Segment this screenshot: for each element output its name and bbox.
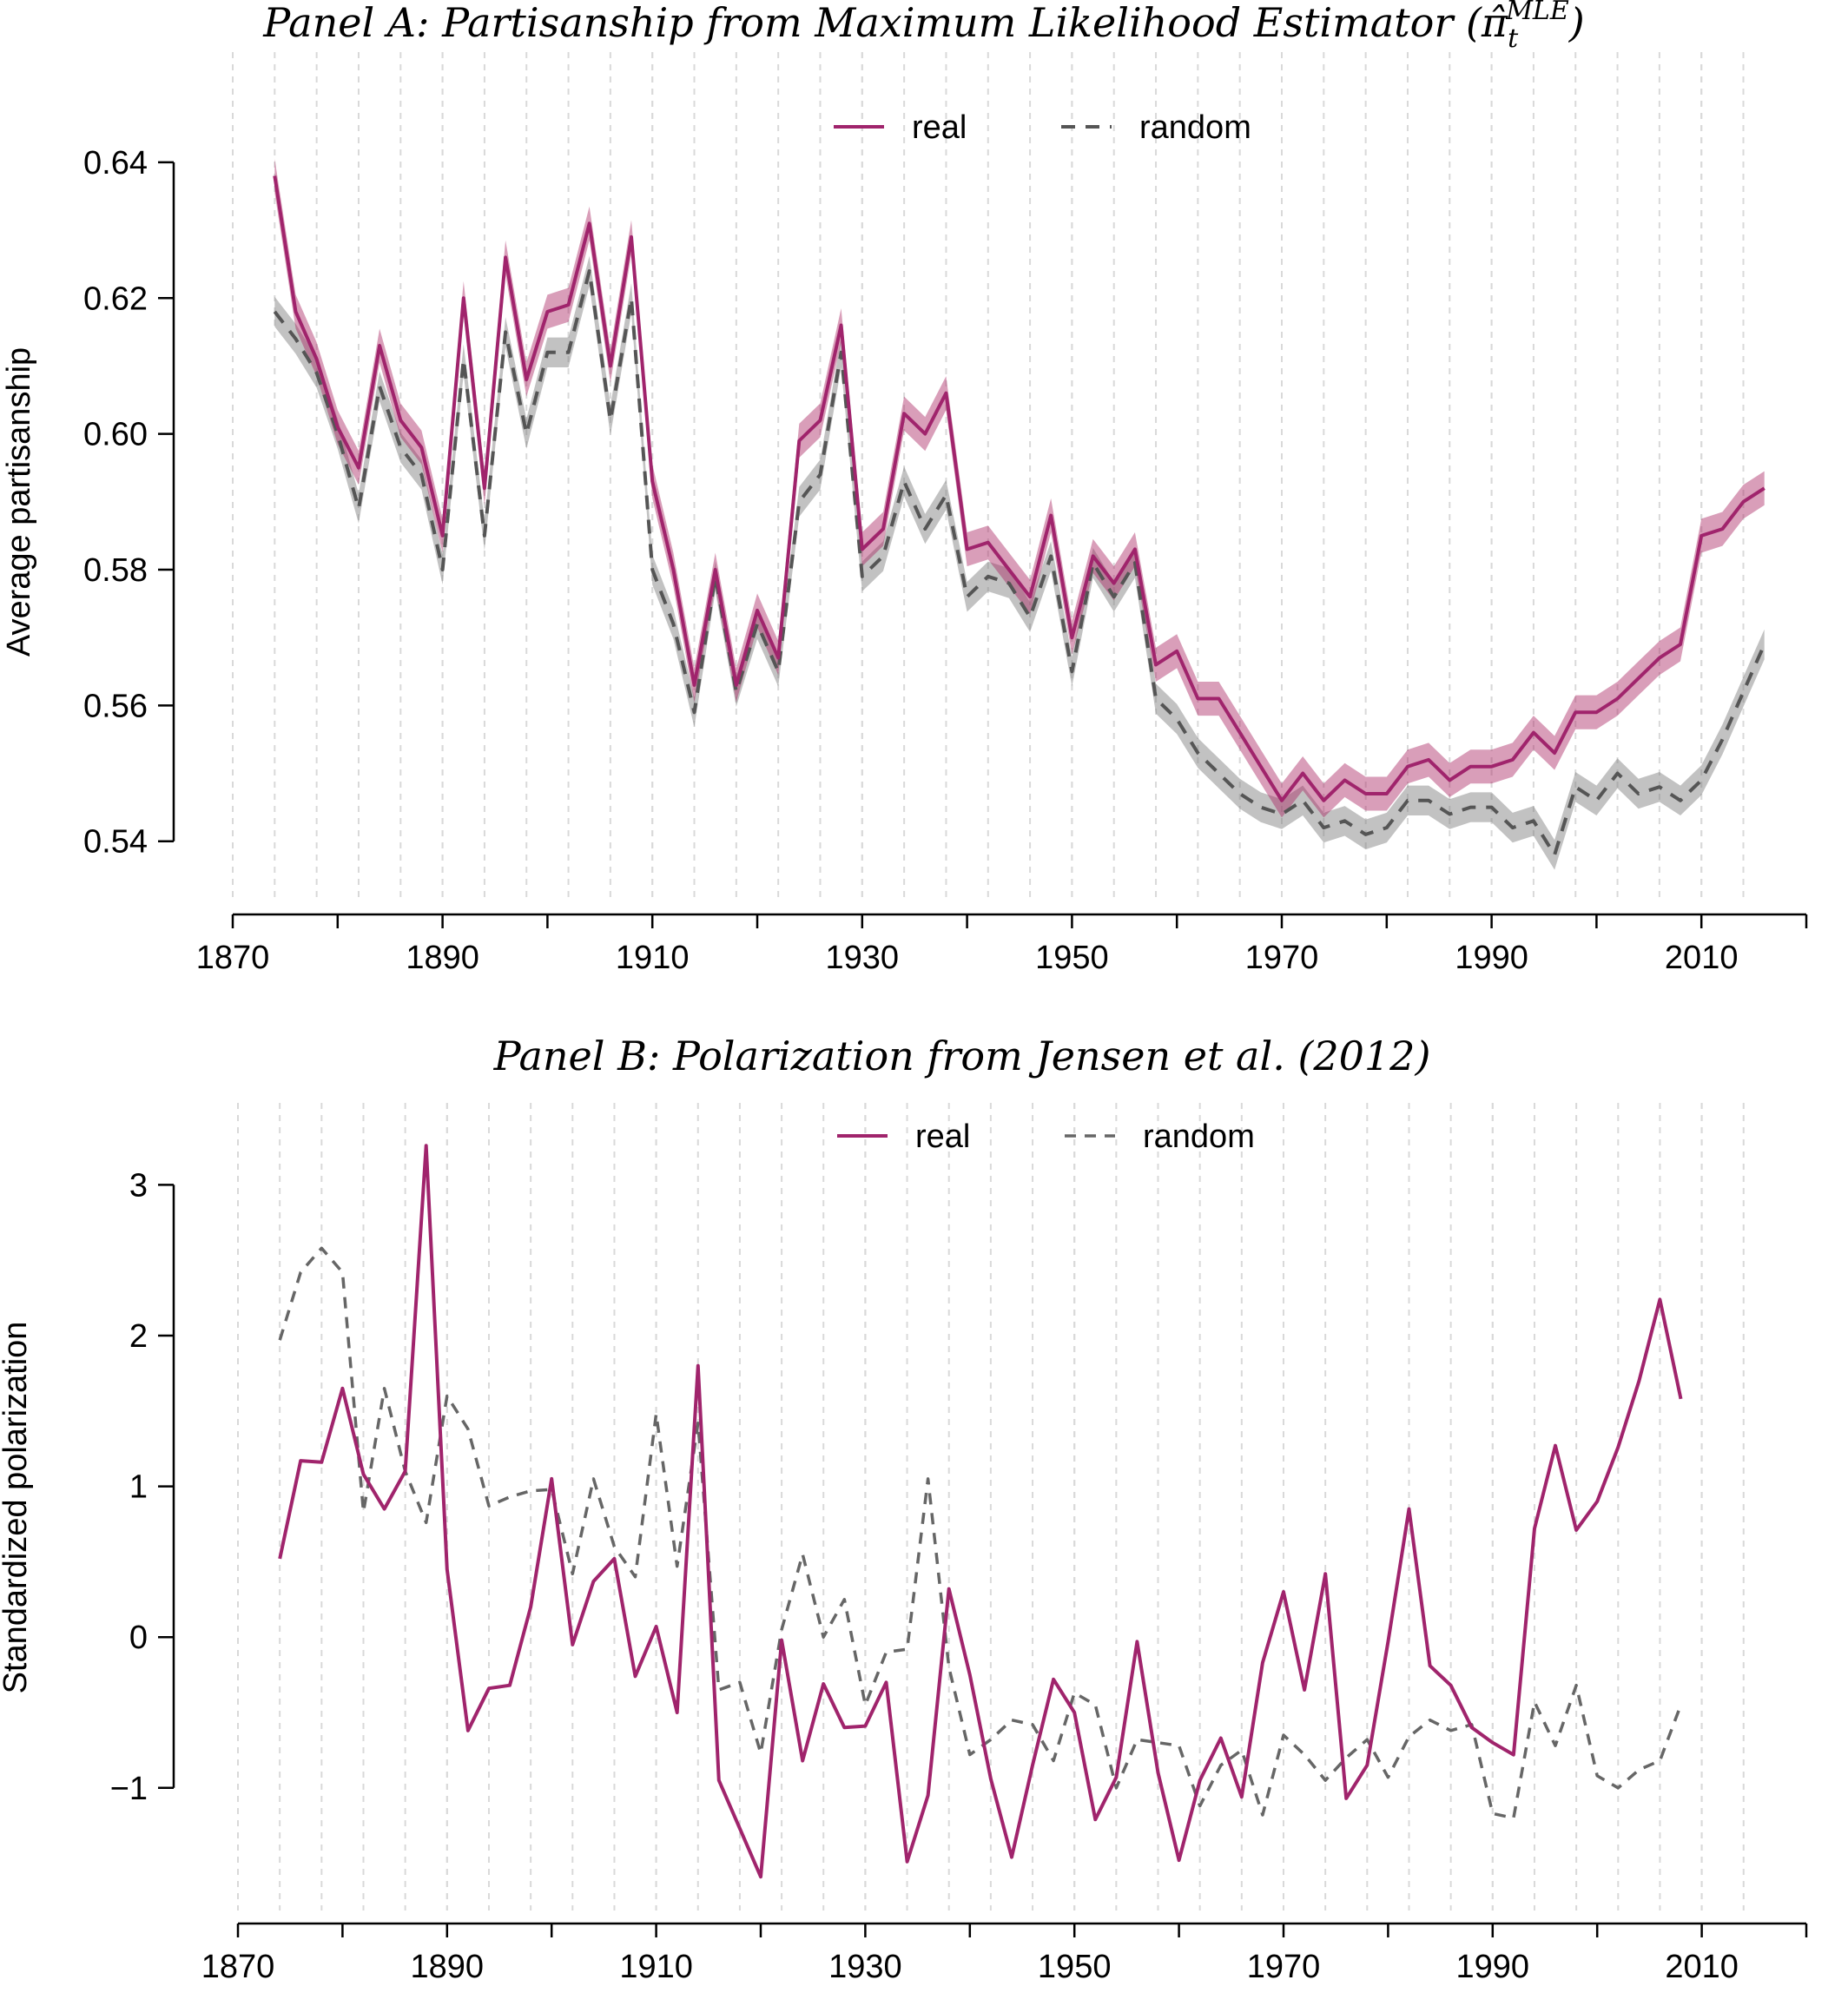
series-line-real — [278, 1144, 1683, 1879]
panel-b-title: Panel B: Polarization from Jensen et al.… — [493, 1033, 1431, 1079]
y-tick-label: 0.58 — [83, 552, 148, 589]
panel-b-legend: real random — [837, 1119, 1255, 1155]
x-tick-label: 1930 — [826, 940, 900, 976]
panel-b: Panel B: Polarization from Jensen et al.… — [0, 1033, 1808, 1985]
y-tick-label: 3 — [129, 1167, 148, 1204]
y-tick-label: 0.62 — [83, 280, 148, 317]
x-tick-label: 1970 — [1247, 1949, 1321, 1985]
panel-a-confidence-bands — [274, 159, 1765, 870]
x-tick-label: 2010 — [1665, 940, 1739, 976]
panel-b-axes: 1870 1890 1910 1930 1950 1970 1990 2010 −1 0 1 2 3 — [110, 1167, 1808, 1985]
x-tick-label: 1910 — [616, 940, 690, 976]
legend-random-label: random — [1139, 109, 1251, 146]
panel-a-axes: 1870 1890 1910 1930 1950 1970 1990 2010 0.54 0.56… — [83, 145, 1808, 976]
x-tick-label: 1870 — [196, 940, 270, 976]
panel-b-y-axis-label: Standardized polarization — [0, 1322, 34, 1694]
x-tick-label: 1990 — [1456, 1949, 1530, 1985]
panel-a: Panel A: Partisanship from Maximum Likel… — [1, 0, 1808, 976]
x-tick-label: 1890 — [406, 940, 479, 976]
series-line-random — [278, 1246, 1683, 1820]
x-tick-label: 2010 — [1665, 1949, 1739, 1985]
x-tick-label: 1950 — [1035, 940, 1109, 976]
x-tick-label: 1990 — [1455, 940, 1528, 976]
y-tick-label: 0.60 — [83, 417, 148, 453]
series-line-random — [273, 269, 1766, 857]
y-tick-label: 1 — [129, 1469, 148, 1506]
panel-a-y-axis-label: Average partisanship — [1, 347, 37, 657]
y-tick-label: 0.54 — [83, 824, 148, 861]
panel-a-gridlines — [232, 52, 1745, 903]
x-tick-label: 1910 — [619, 1949, 693, 1985]
panel-a-title: Panel A: Partisanship from Maximum Likel… — [262, 0, 1584, 54]
y-tick-label: 0.56 — [83, 688, 148, 724]
confidence-band-real — [274, 159, 1765, 818]
x-tick-label: 1930 — [828, 1949, 902, 1985]
x-tick-label: 1970 — [1245, 940, 1319, 976]
series-line-real — [273, 175, 1766, 802]
y-tick-label: 2 — [129, 1318, 148, 1355]
x-tick-label: 1870 — [201, 1949, 275, 1985]
panel-b-series-lines — [278, 1144, 1683, 1879]
legend-random-label: random — [1143, 1119, 1255, 1155]
legend-real-label: real — [912, 109, 967, 146]
legend-real-label: real — [915, 1119, 970, 1155]
y-tick-label: 0.64 — [83, 145, 148, 181]
y-tick-label: 0 — [129, 1620, 148, 1656]
panel-a-series-lines — [273, 175, 1766, 857]
panel-a-legend: real random — [834, 109, 1251, 146]
x-tick-label: 1950 — [1038, 1949, 1112, 1985]
y-tick-label: −1 — [110, 1771, 148, 1807]
x-tick-label: 1890 — [411, 1949, 485, 1985]
